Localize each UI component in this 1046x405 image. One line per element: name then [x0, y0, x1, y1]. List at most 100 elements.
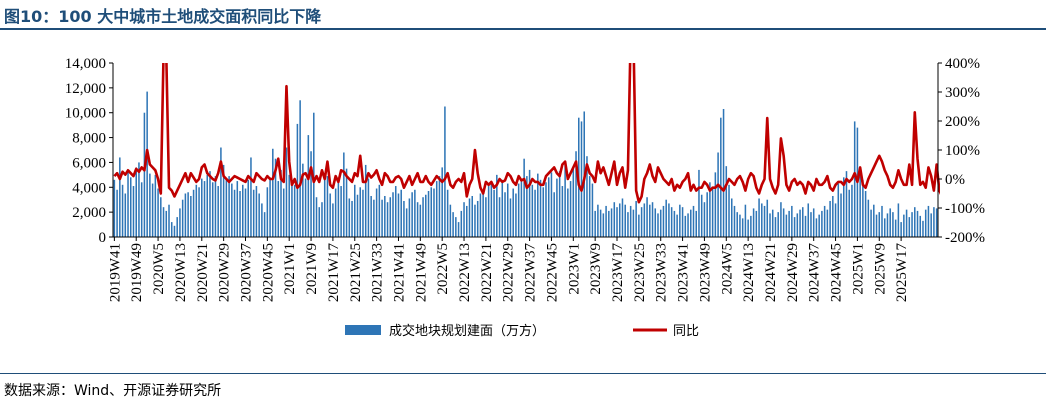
bar [315, 197, 318, 237]
bar [209, 171, 211, 237]
bar [201, 178, 203, 237]
bar [266, 187, 269, 237]
bar [744, 204, 747, 237]
bar [272, 148, 274, 237]
bar [468, 198, 471, 237]
bar [875, 214, 878, 237]
bar [214, 176, 217, 237]
bar [873, 204, 875, 237]
bar [302, 163, 304, 237]
bar [802, 207, 804, 237]
bar [132, 186, 135, 237]
bar [556, 178, 558, 237]
x-tick-label: 2021W9 [304, 243, 320, 295]
bar [588, 176, 591, 237]
bar [274, 158, 277, 237]
bar [220, 147, 222, 237]
bar [564, 164, 566, 237]
bar [140, 182, 143, 237]
y-tick-label: 0 [99, 230, 107, 246]
bar [280, 169, 282, 237]
x-tick-label: 2023W33 [654, 243, 670, 302]
bar [575, 151, 577, 237]
bar [334, 188, 337, 237]
bar [373, 199, 375, 237]
bar [375, 188, 378, 237]
bar [255, 186, 258, 237]
bar [908, 217, 911, 237]
x-tick-label: 2022W29 [501, 243, 517, 302]
bar [160, 197, 162, 237]
bar [165, 210, 168, 237]
bar [903, 214, 905, 237]
bar [534, 189, 536, 237]
bar [392, 192, 394, 237]
bar [599, 209, 602, 237]
bar [129, 177, 132, 237]
bar [791, 205, 793, 237]
bar [900, 222, 902, 237]
bar [179, 208, 181, 237]
bar [485, 197, 487, 237]
x-tick-label: 2024W29 [785, 243, 801, 302]
y-tick-label: 10,000 [65, 106, 106, 122]
bar [766, 199, 769, 237]
bar [569, 181, 572, 237]
bar [853, 121, 856, 237]
bar [769, 213, 771, 237]
bar [526, 176, 528, 237]
bar [842, 177, 845, 237]
bar [539, 179, 542, 237]
bar [414, 189, 416, 237]
bar [892, 212, 894, 237]
bar [364, 164, 367, 237]
x-tick-label: 2024W45 [829, 243, 845, 302]
bar [649, 204, 651, 237]
legend-line-label: 同比 [673, 324, 699, 339]
bar [837, 183, 840, 237]
bar [613, 202, 616, 237]
bar [479, 193, 482, 237]
bar [157, 188, 159, 237]
bar [203, 181, 206, 237]
bar [332, 203, 334, 237]
bar [602, 213, 605, 237]
bar [362, 189, 364, 237]
bar [883, 218, 886, 237]
bar [416, 202, 419, 237]
bar [231, 183, 233, 237]
bar [889, 208, 891, 237]
yoy-line [113, 63, 940, 204]
x-tick-label: 2023W17 [610, 243, 626, 303]
bar [408, 198, 411, 237]
y2-tick-label: -100% [945, 201, 985, 217]
x-tick-label: 2025W9 [872, 243, 888, 295]
bar [924, 209, 927, 237]
bar [239, 191, 241, 237]
bar [558, 171, 561, 237]
bar [124, 193, 127, 237]
x-tick-label: 2020W37 [238, 243, 254, 303]
bar [170, 222, 173, 237]
bar [225, 179, 228, 237]
x-tick-label: 2021W1 [282, 243, 298, 295]
bar [343, 152, 345, 237]
bar [149, 173, 151, 237]
bar [457, 222, 460, 237]
bar [567, 188, 569, 237]
bar [922, 220, 924, 237]
bar [425, 194, 427, 237]
bar [354, 184, 356, 237]
bar [725, 166, 728, 237]
bar [329, 193, 331, 237]
y-tick-label: 6,000 [72, 155, 106, 171]
bar [528, 169, 531, 237]
bar [190, 195, 192, 237]
bar [774, 217, 777, 237]
x-tick-label: 2023W1 [566, 243, 582, 295]
x-tick-label: 2022W5 [435, 243, 451, 295]
bar [422, 197, 424, 237]
bar [386, 202, 389, 237]
bar [236, 181, 239, 237]
bar [288, 174, 290, 237]
